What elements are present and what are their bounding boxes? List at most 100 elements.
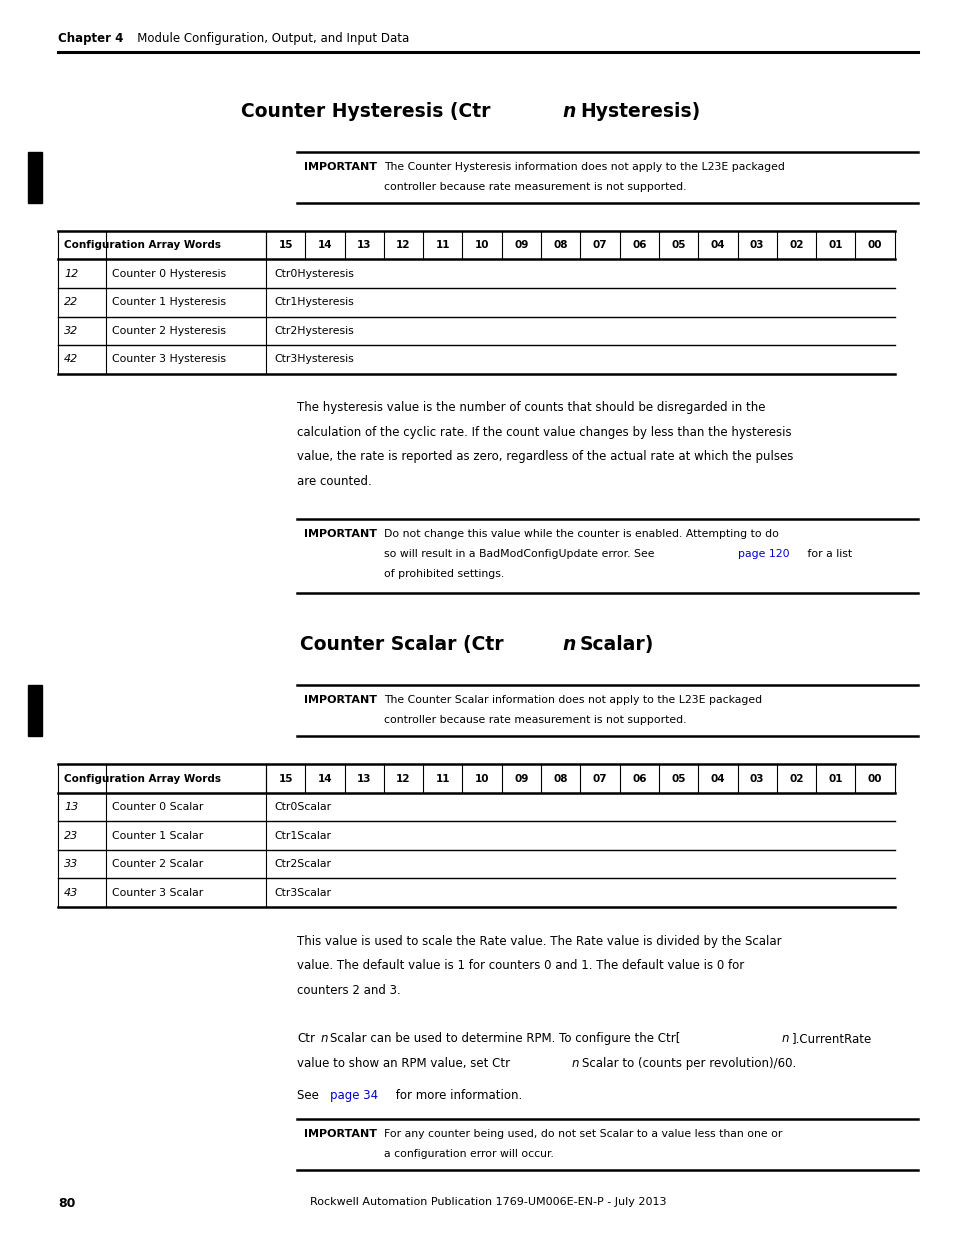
Text: 03: 03	[749, 241, 763, 251]
Text: counters 2 and 3.: counters 2 and 3.	[296, 984, 400, 997]
Text: 12: 12	[395, 241, 411, 251]
Text: 03: 03	[749, 774, 763, 784]
Text: n: n	[320, 1032, 328, 1046]
Text: Ctr0Scalar: Ctr0Scalar	[274, 803, 331, 813]
Text: Counter 3 Hysteresis: Counter 3 Hysteresis	[112, 354, 226, 364]
Text: 15: 15	[278, 241, 293, 251]
Text: ].CurrentRate: ].CurrentRate	[791, 1032, 871, 1046]
Text: value, the rate is reported as zero, regardless of the actual rate at which the : value, the rate is reported as zero, reg…	[296, 451, 793, 463]
Text: 09: 09	[514, 774, 528, 784]
Text: Counter 2 Scalar: Counter 2 Scalar	[112, 860, 203, 869]
Text: IMPORTANT: IMPORTANT	[304, 1130, 376, 1140]
Text: Configuration Array Words: Configuration Array Words	[64, 241, 221, 251]
Text: Ctr1Scalar: Ctr1Scalar	[274, 831, 331, 841]
Text: Ctr3Hysteresis: Ctr3Hysteresis	[274, 354, 354, 364]
Text: 02: 02	[788, 774, 803, 784]
Text: 07: 07	[592, 774, 607, 784]
Text: Counter 3 Scalar: Counter 3 Scalar	[112, 888, 203, 898]
Text: Scalar): Scalar)	[579, 636, 654, 655]
Text: 06: 06	[632, 241, 646, 251]
Text: 11: 11	[436, 241, 450, 251]
Text: 04: 04	[710, 774, 724, 784]
Text: for more information.: for more information.	[392, 1089, 522, 1103]
Text: Module Configuration, Output, and Input Data: Module Configuration, Output, and Input …	[126, 32, 409, 44]
Text: Counter 0 Scalar: Counter 0 Scalar	[112, 803, 203, 813]
Text: value. The default value is 1 for counters 0 and 1. The default value is 0 for: value. The default value is 1 for counte…	[296, 960, 743, 972]
Text: a configuration error will occur.: a configuration error will occur.	[384, 1150, 554, 1160]
Text: n: n	[562, 103, 576, 121]
Text: 00: 00	[867, 774, 882, 784]
Text: Ctr1Hysteresis: Ctr1Hysteresis	[274, 298, 354, 308]
Text: Ctr3Scalar: Ctr3Scalar	[274, 888, 331, 898]
Text: 06: 06	[632, 774, 646, 784]
Text: for a list: for a list	[803, 550, 851, 559]
Text: Counter 0 Hysteresis: Counter 0 Hysteresis	[112, 269, 226, 279]
Text: Do not change this value while the counter is enabled. Attempting to do: Do not change this value while the count…	[384, 530, 778, 540]
Text: Counter 2 Hysteresis: Counter 2 Hysteresis	[112, 326, 226, 336]
Text: 22: 22	[64, 298, 78, 308]
Text: 07: 07	[592, 241, 607, 251]
Text: value to show an RPM value, set Ctr: value to show an RPM value, set Ctr	[296, 1057, 510, 1070]
Text: n: n	[562, 636, 576, 655]
Text: controller because rate measurement is not supported.: controller because rate measurement is n…	[384, 182, 686, 191]
Text: Counter Hysteresis (Ctr: Counter Hysteresis (Ctr	[240, 103, 490, 121]
Text: Scalar to (counts per revolution)/60.: Scalar to (counts per revolution)/60.	[581, 1057, 795, 1070]
Text: page 120: page 120	[737, 550, 788, 559]
Text: Ctr2Hysteresis: Ctr2Hysteresis	[274, 326, 354, 336]
Text: 01: 01	[828, 241, 842, 251]
Text: 08: 08	[553, 241, 567, 251]
Text: are counted.: are counted.	[296, 475, 372, 488]
Text: IMPORTANT: IMPORTANT	[304, 695, 376, 705]
Text: 13: 13	[64, 803, 78, 813]
Text: 05: 05	[671, 241, 685, 251]
Text: 10: 10	[475, 241, 489, 251]
Text: The Counter Scalar information does not apply to the L23E packaged: The Counter Scalar information does not …	[384, 695, 761, 705]
Text: Counter 1 Hysteresis: Counter 1 Hysteresis	[112, 298, 226, 308]
Text: 12: 12	[64, 269, 78, 279]
Text: 42: 42	[64, 354, 78, 364]
Text: Ctr: Ctr	[296, 1032, 314, 1046]
Text: See: See	[296, 1089, 322, 1103]
Text: controller because rate measurement is not supported.: controller because rate measurement is n…	[384, 715, 686, 725]
Text: For any counter being used, do not set Scalar to a value less than one or: For any counter being used, do not set S…	[384, 1130, 781, 1140]
Text: so will result in a BadModConfigUpdate error. See: so will result in a BadModConfigUpdate e…	[384, 550, 658, 559]
Text: 08: 08	[553, 774, 567, 784]
Bar	[28, 152, 42, 203]
Text: 13: 13	[356, 241, 371, 251]
Text: The hysteresis value is the number of counts that should be disregarded in the: The hysteresis value is the number of co…	[296, 401, 764, 415]
Text: 13: 13	[356, 774, 371, 784]
Text: IMPORTANT: IMPORTANT	[304, 162, 376, 172]
Text: Counter 1 Scalar: Counter 1 Scalar	[112, 831, 203, 841]
Text: 01: 01	[828, 774, 842, 784]
Text: 02: 02	[788, 241, 803, 251]
Text: page 34: page 34	[330, 1089, 377, 1103]
Text: 05: 05	[671, 774, 685, 784]
Text: This value is used to scale the Rate value. The Rate value is divided by the Sca: This value is used to scale the Rate val…	[296, 935, 781, 948]
Bar	[28, 685, 42, 736]
Text: Chapter 4: Chapter 4	[58, 32, 123, 44]
Text: Counter Scalar (Ctr: Counter Scalar (Ctr	[299, 636, 503, 655]
Text: n: n	[781, 1032, 789, 1046]
Text: Hysteresis): Hysteresis)	[579, 103, 700, 121]
Text: IMPORTANT: IMPORTANT	[304, 530, 376, 540]
Text: 33: 33	[64, 860, 78, 869]
Text: The Counter Hysteresis information does not apply to the L23E packaged: The Counter Hysteresis information does …	[384, 162, 784, 172]
Text: Configuration Array Words: Configuration Array Words	[64, 774, 221, 784]
Text: 14: 14	[317, 774, 332, 784]
Text: Ctr0Hysteresis: Ctr0Hysteresis	[274, 269, 354, 279]
Text: 14: 14	[317, 241, 332, 251]
Text: 23: 23	[64, 831, 78, 841]
Text: 12: 12	[395, 774, 411, 784]
Text: Ctr2Scalar: Ctr2Scalar	[274, 860, 331, 869]
Text: n: n	[572, 1057, 578, 1070]
Text: 15: 15	[278, 774, 293, 784]
Text: 00: 00	[867, 241, 882, 251]
Text: 09: 09	[514, 241, 528, 251]
Text: 11: 11	[436, 774, 450, 784]
Text: 04: 04	[710, 241, 724, 251]
Text: calculation of the cyclic rate. If the count value changes by less than the hyst: calculation of the cyclic rate. If the c…	[296, 426, 791, 438]
Text: Scalar can be used to determine RPM. To configure the Ctr[: Scalar can be used to determine RPM. To …	[330, 1032, 679, 1046]
Text: 10: 10	[475, 774, 489, 784]
Text: 43: 43	[64, 888, 78, 898]
Text: 32: 32	[64, 326, 78, 336]
